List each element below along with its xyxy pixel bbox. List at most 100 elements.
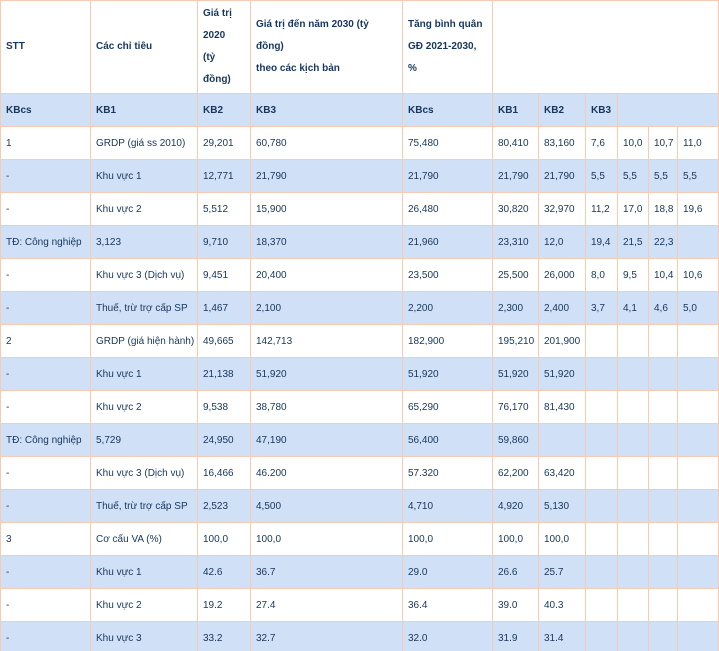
table-cell — [676, 456, 719, 490]
table-cell: 7,6 — [585, 126, 618, 160]
table-cell — [676, 390, 719, 424]
header-row-2: KBcs KB1 KB2 KB3 KBcs KB1 KB2 KB3 — [0, 93, 719, 127]
table-cell: 100,0 — [492, 522, 539, 556]
table-cell: 38,780 — [250, 390, 403, 424]
table-cell: 3,123 — [90, 225, 198, 259]
table-cell: 100,0 — [250, 522, 403, 556]
table-cell: - — [0, 159, 91, 193]
table-row: - Thuế, trừ trợ cấp SP 1,467 2,100 2,200 2,30… — [0, 291, 719, 325]
table-cell — [585, 489, 618, 523]
table-cell — [648, 555, 678, 589]
table-row: 2 GRDP (giá hiện hành) 49,665 142,713 182,90… — [0, 324, 719, 358]
table-cell: 21,138 — [197, 357, 251, 391]
table-cell — [676, 489, 719, 523]
table-cell: Khu vực 3 (Dịch vụ) — [90, 456, 198, 490]
table-cell: 9,538 — [197, 390, 251, 424]
table-cell: 36.7 — [250, 555, 403, 589]
table-cell: 4,710 — [402, 489, 493, 523]
header-cell-kb3-1: KB3 — [250, 93, 403, 127]
table-cell: 8,0 — [585, 258, 618, 292]
table-cell: - — [0, 489, 91, 523]
table-cell: 195,210 — [492, 324, 539, 358]
header-cell-gia-tri-2020: Giá trị 2020 (tỷ đồng) — [197, 0, 251, 94]
table-cell — [648, 390, 678, 424]
table-cell: 21,790 — [402, 159, 493, 193]
table-cell — [676, 423, 719, 457]
table-cell: 75,480 — [402, 126, 493, 160]
table-cell: 27.4 — [250, 588, 403, 622]
table-cell — [617, 621, 649, 651]
table-cell — [676, 225, 719, 259]
table-cell — [676, 555, 719, 589]
table-cell — [585, 621, 618, 651]
table-cell: 1 — [0, 126, 91, 160]
table-cell: 2,200 — [402, 291, 493, 325]
table-cell — [676, 324, 719, 358]
header-cell-kb2-2: KB2 — [538, 93, 586, 127]
table-cell: 25.7 — [538, 555, 586, 589]
table-cell: Khu vực 3 — [90, 621, 198, 651]
table-cell: 2,523 — [197, 489, 251, 523]
table-cell — [676, 621, 719, 651]
table-cell — [585, 324, 618, 358]
table-cell: - — [0, 258, 91, 292]
table-cell — [648, 621, 678, 651]
table-cell — [648, 357, 678, 391]
table-cell: - — [0, 192, 91, 226]
table-cell: 16,466 — [197, 456, 251, 490]
table-cell: 9,5 — [617, 258, 649, 292]
table-cell: 32,970 — [538, 192, 586, 226]
header-cell-kbcs-1: KBcs — [0, 93, 91, 127]
table-row: - Khu vực 2 9,538 38,780 65,290 76,170 81,430 — [0, 390, 719, 424]
table-cell — [617, 390, 649, 424]
table-cell: 100,0 — [402, 522, 493, 556]
table-cell — [617, 357, 649, 391]
table-cell: 65,290 — [402, 390, 493, 424]
table-row: - Khu vực 3 33.2 32.7 32.0 31.9 31.4 — [0, 621, 719, 651]
table-cell: 20,400 — [250, 258, 403, 292]
header-cell-stt: STT — [0, 0, 91, 94]
table-cell: 21,790 — [250, 159, 403, 193]
table-row: - Thuế, trừ trợ cấp SP 2,523 4,500 4,710 4,92… — [0, 489, 719, 523]
table-cell: 23,310 — [492, 225, 539, 259]
table-cell: 29,201 — [197, 126, 251, 160]
table-cell: 5,130 — [538, 489, 586, 523]
table-cell — [585, 390, 618, 424]
table-body: 1 GRDP (giá ss 2010) 29,201 60,780 75,480 80,… — [0, 126, 719, 651]
table-cell: 32.7 — [250, 621, 403, 651]
table-cell — [617, 324, 649, 358]
table-cell: Khu vực 2 — [90, 390, 198, 424]
table-cell: 5,729 — [90, 423, 198, 457]
table-cell: 21,790 — [492, 159, 539, 193]
table-header: STT Các chỉ tiêu Giá trị 2020 (tỷ đồng) … — [0, 0, 719, 127]
table-cell — [648, 522, 678, 556]
header-cell-empty — [491, 0, 719, 94]
table-cell: 5,5 — [676, 159, 719, 193]
table-cell — [617, 423, 649, 457]
table-cell — [585, 456, 618, 490]
table-cell: 21,960 — [402, 225, 493, 259]
table-cell: 51,920 — [402, 357, 493, 391]
table-cell: Khu vực 3 (Dịch vụ) — [90, 258, 198, 292]
table-cell: 17,0 — [617, 192, 649, 226]
table-cell: 5,5 — [648, 159, 678, 193]
table-cell: 9,710 — [197, 225, 251, 259]
table-cell: - — [0, 390, 91, 424]
header-cell-kb1-1: KB1 — [90, 93, 198, 127]
table-row: - Khu vực 1 12,771 21,790 21,790 21,790 21,790… — [0, 159, 719, 193]
table-cell — [648, 456, 678, 490]
table-cell: Khu vực 1 — [90, 159, 198, 193]
table-cell: 10,7 — [648, 126, 678, 160]
table-cell: 3 — [0, 522, 91, 556]
table-cell — [585, 357, 618, 391]
table-cell — [648, 324, 678, 358]
table-cell: Cơ cấu VA (%) — [90, 522, 198, 556]
table-cell: 1,467 — [197, 291, 251, 325]
table-cell: 18,370 — [250, 225, 403, 259]
table-row: - Khu vực 1 21,138 51,920 51,920 51,920 51,920 — [0, 357, 719, 391]
table-cell: 42.6 — [197, 555, 251, 589]
table-cell — [585, 522, 618, 556]
table-cell: GRDP (giá hiện hành) — [90, 324, 198, 358]
table-cell: 40.3 — [538, 588, 586, 622]
header-cell-chi-tieu: Các chỉ tiêu — [90, 0, 198, 94]
